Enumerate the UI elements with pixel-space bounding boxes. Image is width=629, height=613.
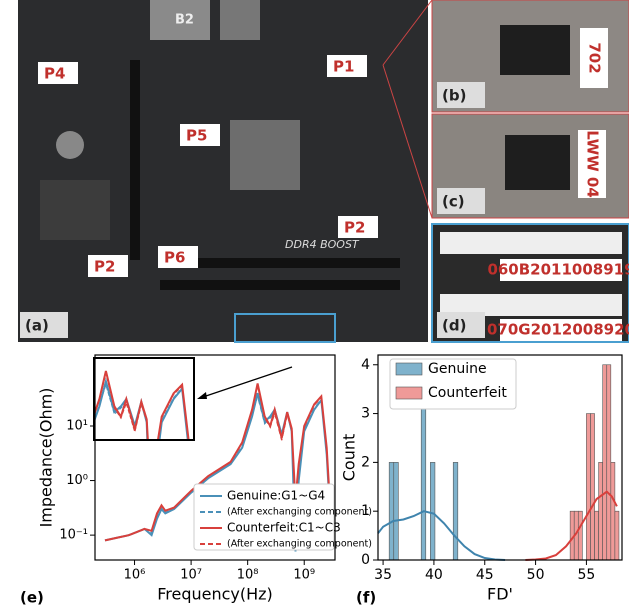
panel-label: (a) [25, 317, 49, 335]
hist-bar [586, 414, 590, 560]
chip [505, 135, 570, 190]
board-text: B2 [175, 13, 194, 28]
hist-bar [607, 365, 611, 560]
x-tick-label: 35 [374, 567, 392, 583]
y-tick-label: 3 [361, 406, 370, 422]
x-tick-label: 55 [578, 567, 596, 583]
inset-arrow [200, 367, 292, 398]
figure: B2 DDR4 BOOST P1 P2 P2 P4 P5 P6 (a) (b) … [0, 0, 629, 609]
cpu-socket [230, 120, 300, 190]
y-axis-label: Count [340, 434, 359, 482]
heatsink [40, 180, 110, 240]
point-label: P2 [344, 219, 365, 237]
point-label: P1 [333, 58, 354, 76]
hist-bar [430, 462, 435, 560]
hist-bar [590, 414, 594, 560]
x-tick-label: 40 [425, 567, 443, 583]
hist-bar [611, 462, 615, 560]
point-label: P6 [164, 249, 185, 267]
board-text: DDR4 BOOST [285, 238, 360, 251]
y-tick-label: 0 [361, 552, 370, 568]
pcie-slot [130, 60, 140, 260]
legend-label: (After exchanging component) [227, 539, 372, 550]
point-label: P2 [94, 258, 115, 276]
panel-label: (c) [442, 193, 465, 211]
hist-bar [578, 511, 582, 560]
hist-bar [394, 462, 399, 560]
hist-bar [615, 511, 619, 560]
inset-line [0, 373, 194, 540]
y-tick-label: 10¹ [66, 418, 88, 433]
x-tick-label: 10⁸ [237, 568, 259, 583]
legend-swatch [396, 363, 422, 375]
photos: B2 DDR4 BOOST P1 P2 P2 P4 P5 P6 (a) (b) … [18, 0, 629, 342]
inset [0, 371, 194, 552]
legend-label: Counterfeit [428, 385, 507, 401]
sticker [440, 232, 622, 254]
x-axis-label: FD' [487, 585, 513, 604]
x-tick-label: 10⁶ [124, 568, 146, 583]
hist-bar [595, 511, 599, 560]
y-tick-label: 10⁻¹ [59, 528, 88, 543]
legend-label: (After exchanging component) [227, 507, 372, 518]
dimm-slot [160, 280, 400, 290]
panel-label: (d) [442, 317, 466, 335]
battery [56, 131, 84, 159]
hist-bar [599, 462, 603, 560]
point-label: P4 [44, 65, 65, 83]
x-tick-label: 45 [476, 567, 494, 583]
panel-label: (b) [442, 87, 466, 105]
y-axis-label: Impedance(Ohm) [37, 388, 56, 528]
panel-label: (f) [356, 589, 376, 607]
port [220, 0, 260, 40]
legend-label: Genuine:G1~G4 [227, 489, 325, 503]
chip-label: LWW 04 [584, 130, 602, 198]
serial: 070G2012008920 [487, 321, 629, 339]
y-tick-label: 4 [361, 357, 370, 373]
x-tick-label: 50 [527, 567, 545, 583]
hist-bar [603, 365, 607, 560]
serial: 060B2011008919 [487, 261, 629, 279]
legend-label: Counterfeit:C1~C3 [227, 521, 341, 535]
x-tick-label: 10⁷ [180, 568, 202, 583]
y-tick-label: 10⁰ [66, 473, 88, 488]
inset-arrowhead [197, 392, 207, 399]
hist-bar [389, 462, 394, 560]
x-tick-label: 10⁹ [293, 568, 315, 583]
y-tick-label: 1 [361, 503, 370, 519]
y-tick-label: 2 [361, 454, 370, 470]
legend-label: Genuine [428, 361, 487, 377]
x-axis-label: Frequency(Hz) [157, 585, 273, 604]
legend-swatch [396, 387, 422, 399]
point-label: P5 [186, 127, 207, 145]
panel-label: (e) [20, 589, 44, 607]
inset-frame [94, 358, 194, 440]
board-photo [18, 0, 428, 342]
chip [500, 25, 570, 75]
hist-bar [453, 462, 458, 560]
chip-label: 702 [586, 42, 604, 73]
